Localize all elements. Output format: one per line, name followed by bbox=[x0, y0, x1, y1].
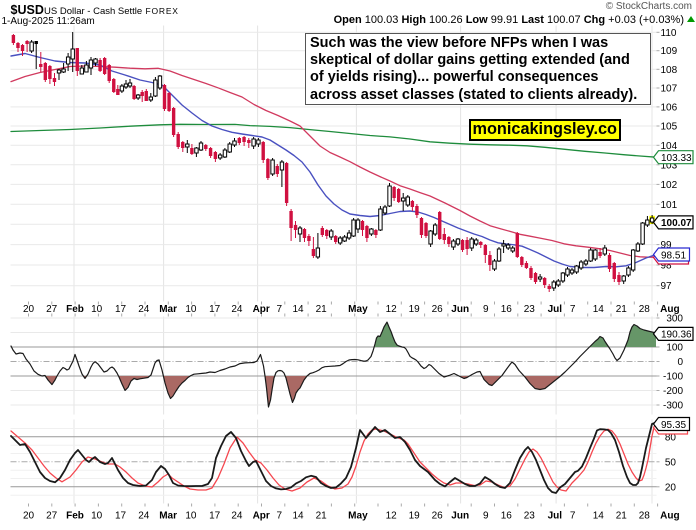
svg-text:21: 21 bbox=[316, 511, 328, 522]
svg-text:106: 106 bbox=[661, 102, 678, 113]
svg-text:14: 14 bbox=[292, 304, 304, 315]
svg-text:-100: -100 bbox=[663, 372, 683, 383]
svg-text:108: 108 bbox=[661, 65, 678, 76]
svg-text:20: 20 bbox=[23, 511, 35, 522]
svg-text:17: 17 bbox=[115, 511, 127, 522]
svg-text:103: 103 bbox=[661, 160, 678, 171]
svg-text:7: 7 bbox=[277, 511, 283, 522]
svg-text:105: 105 bbox=[661, 122, 678, 133]
svg-text:1-Aug-2025 11:26am: 1-Aug-2025 11:26am bbox=[2, 16, 95, 27]
svg-text:Apr: Apr bbox=[253, 511, 270, 522]
svg-text:May: May bbox=[348, 304, 368, 315]
svg-text:-300: -300 bbox=[663, 401, 683, 412]
svg-text:16: 16 bbox=[501, 304, 513, 315]
svg-text:100.07: 100.07 bbox=[661, 218, 692, 229]
svg-text:Feb: Feb bbox=[66, 304, 84, 315]
svg-text:26: 26 bbox=[432, 304, 444, 315]
svg-text:27: 27 bbox=[46, 304, 58, 315]
svg-text:50: 50 bbox=[665, 457, 677, 468]
svg-text:95.35: 95.35 bbox=[661, 420, 686, 431]
svg-text:107: 107 bbox=[661, 84, 678, 95]
svg-text:21: 21 bbox=[616, 511, 628, 522]
svg-text:14: 14 bbox=[593, 511, 605, 522]
svg-text:Feb: Feb bbox=[66, 511, 84, 522]
svg-text:© StockCharts.com: © StockCharts.com bbox=[606, 1, 692, 12]
svg-text:97: 97 bbox=[661, 281, 673, 292]
svg-text:16: 16 bbox=[501, 511, 513, 522]
svg-text:109: 109 bbox=[661, 46, 678, 57]
svg-text:102: 102 bbox=[661, 180, 678, 191]
svg-text:10: 10 bbox=[91, 511, 103, 522]
svg-text:US Dollar - Cash Settle: US Dollar - Cash Settle bbox=[44, 6, 142, 17]
svg-text:Open 100.03 High 100.26 Low 99: Open 100.03 High 100.26 Low 99.91 Last 1… bbox=[334, 14, 684, 26]
svg-text:20: 20 bbox=[665, 482, 677, 493]
svg-text:100: 100 bbox=[666, 343, 683, 354]
svg-text:12: 12 bbox=[386, 511, 398, 522]
svg-text:14: 14 bbox=[593, 304, 605, 315]
svg-text:-200: -200 bbox=[663, 386, 683, 397]
svg-text:10: 10 bbox=[185, 304, 197, 315]
svg-text:14: 14 bbox=[292, 511, 304, 522]
svg-text:24: 24 bbox=[231, 304, 243, 315]
svg-text:17: 17 bbox=[209, 304, 221, 315]
svg-text:10: 10 bbox=[185, 511, 197, 522]
svg-text:Jul: Jul bbox=[548, 511, 563, 522]
svg-text:26: 26 bbox=[432, 511, 444, 522]
svg-text:103.33: 103.33 bbox=[661, 153, 692, 164]
svg-text:98: 98 bbox=[661, 261, 673, 272]
svg-text:17: 17 bbox=[209, 511, 221, 522]
svg-text:0: 0 bbox=[677, 357, 683, 368]
svg-text:190.36: 190.36 bbox=[661, 330, 692, 341]
svg-text:99: 99 bbox=[661, 240, 673, 251]
svg-text:80: 80 bbox=[665, 432, 677, 443]
svg-text:Jun: Jun bbox=[451, 304, 469, 315]
svg-text:$USD: $USD bbox=[11, 3, 44, 17]
svg-text:May: May bbox=[348, 511, 368, 522]
svg-text:17: 17 bbox=[115, 304, 127, 315]
svg-text:Aug: Aug bbox=[660, 304, 679, 315]
svg-text:12: 12 bbox=[386, 304, 398, 315]
svg-text:Apr: Apr bbox=[253, 304, 270, 315]
svg-text:27: 27 bbox=[46, 511, 58, 522]
svg-text:Jul: Jul bbox=[548, 304, 563, 315]
svg-text:7: 7 bbox=[570, 511, 576, 522]
svg-text:20: 20 bbox=[23, 304, 35, 315]
svg-text:Mar: Mar bbox=[159, 304, 177, 315]
svg-text:24: 24 bbox=[231, 511, 243, 522]
svg-text:9: 9 bbox=[483, 304, 489, 315]
svg-text:Aug: Aug bbox=[660, 511, 679, 522]
svg-text:28: 28 bbox=[639, 304, 651, 315]
svg-text:28: 28 bbox=[639, 511, 651, 522]
svg-text:21: 21 bbox=[316, 304, 328, 315]
svg-text:101: 101 bbox=[661, 200, 678, 211]
svg-text:9: 9 bbox=[483, 511, 489, 522]
svg-text:24: 24 bbox=[138, 511, 150, 522]
svg-text:23: 23 bbox=[524, 511, 536, 522]
svg-text:24: 24 bbox=[138, 304, 150, 315]
svg-text:FOREX: FOREX bbox=[146, 6, 179, 16]
svg-text:7: 7 bbox=[570, 304, 576, 315]
svg-text:110: 110 bbox=[661, 28, 677, 39]
svg-text:19: 19 bbox=[409, 304, 421, 315]
svg-text:7: 7 bbox=[277, 304, 283, 315]
svg-text:104: 104 bbox=[661, 141, 678, 152]
svg-text:Jun: Jun bbox=[451, 511, 469, 522]
svg-text:Mar: Mar bbox=[159, 511, 177, 522]
svg-text:10: 10 bbox=[91, 304, 103, 315]
svg-text:98.51: 98.51 bbox=[661, 250, 686, 261]
svg-text:300: 300 bbox=[666, 314, 683, 325]
svg-text:19: 19 bbox=[409, 511, 421, 522]
svg-text:21: 21 bbox=[616, 304, 628, 315]
svg-text:23: 23 bbox=[524, 304, 536, 315]
